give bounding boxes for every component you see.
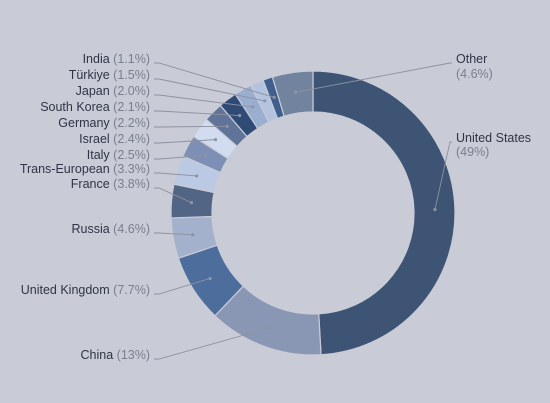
label-china: China [81,348,114,362]
label-india: India [83,52,110,66]
leader-line-trans-european [154,172,197,177]
label-group-israel: Israel (2.4%) [79,132,150,146]
label-group-russia: Russia (4.6%) [71,222,150,236]
label-south-korea: South Korea [40,100,110,114]
value-label-germany: (2.2%) [113,116,150,130]
label-group-japan: Japan (2.0%) [76,84,150,98]
leader-line-germany [154,125,228,128]
leader-line-turkiye [154,78,265,102]
label-group-united-kingdom: United Kingdom (7.7%) [21,283,150,297]
value-label-united-states: (49%) [456,145,489,159]
value-label-united-kingdom: (7.7%) [113,283,150,297]
leader-line-united-kingdom [154,278,211,295]
value-label-south-korea: (2.1%) [113,100,150,114]
label-russia: Russia [71,222,109,236]
slice-other[interactable] [271,70,314,117]
leader-line-south-korea [154,110,240,116]
label-germany: Germany [58,116,110,130]
value-label-trans-european: (3.3%) [113,162,150,176]
label-italy: Italy [87,148,111,162]
leader-line-india [154,62,275,98]
value-label-russia: (4.6%) [113,222,150,236]
leader-dot-india [272,95,276,99]
label-group-india: India (1.1%) [83,52,150,66]
label-united-states: United States [456,131,531,145]
label-group-france: France (3.8%) [71,177,150,191]
value-label-china: (13%) [117,348,150,362]
leader-line-japan [154,94,253,108]
label-group-italy: Italy (2.5%) [87,148,150,162]
label-turkiye: Türkiye [69,68,110,82]
value-label-italy: (2.5%) [113,148,150,162]
value-label-india: (1.1%) [113,52,150,66]
label-group-germany: Germany (2.2%) [58,116,150,130]
label-united-kingdom: United Kingdom [21,283,110,297]
value-label-japan: (2.0%) [113,84,150,98]
leader-line-italy [154,155,206,160]
label-group-trans-european: Trans-European (3.3%) [20,162,150,176]
value-label-turkiye: (1.5%) [113,68,150,82]
label-japan: Japan [76,84,110,98]
label-france: France [71,177,110,191]
label-israel: Israel [79,132,110,146]
label-trans-european: Trans-European [20,162,110,176]
slice-united-states[interactable] [312,70,456,356]
label-group-turkiye: Türkiye (1.5%) [69,68,150,82]
label-group-china: China (13%) [81,348,151,362]
leader-line-united-states [434,141,452,210]
leader-line-other [295,62,452,93]
value-label-france: (3.8%) [113,177,150,191]
leader-line-china [154,327,271,360]
leader-line-russia [154,232,193,236]
label-group-south-korea: South Korea (2.1%) [40,100,150,114]
leader-line-france [154,187,192,204]
label-other: Other [456,52,487,66]
leader-line-israel [154,139,216,144]
value-label-other: (4.6%) [456,67,493,81]
value-label-israel: (2.4%) [113,132,150,146]
